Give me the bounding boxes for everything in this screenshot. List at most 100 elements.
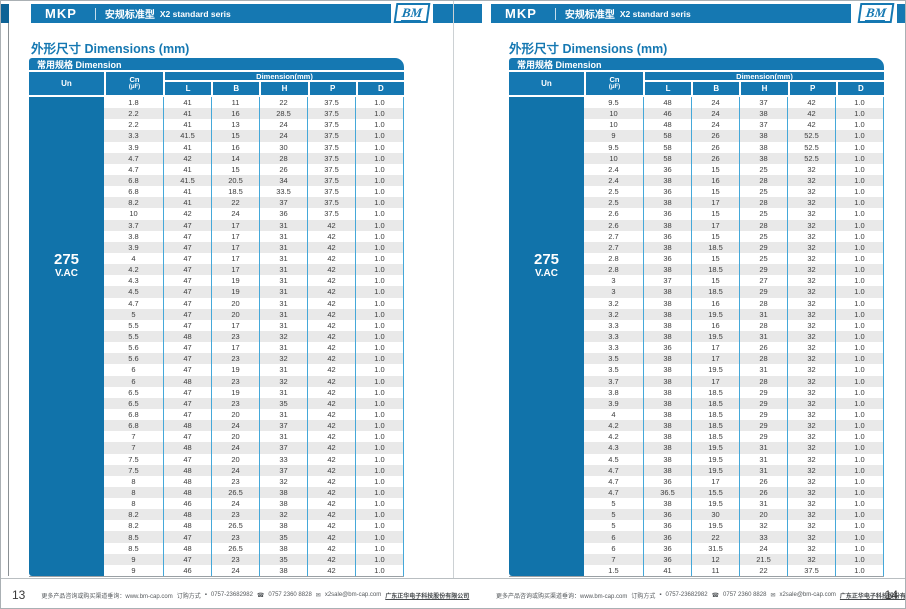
table-cell: 37 xyxy=(739,119,787,131)
table-cell: 5 xyxy=(611,499,616,509)
table-row: 10 42 24 36 37.5 1.0 xyxy=(104,208,403,220)
table-cell: 4 xyxy=(611,410,616,419)
table-cell: 32 xyxy=(787,520,835,532)
table-cell: 25 xyxy=(739,208,787,220)
table-cell: 32 xyxy=(787,174,835,187)
table-cell: 18.5 xyxy=(691,420,739,432)
table-cell: 38 xyxy=(643,330,691,343)
table-cell: 1.0 xyxy=(355,119,403,131)
table-cell: 5.6 xyxy=(128,354,139,364)
footer-tel: 0757 2360 8828 xyxy=(268,592,312,598)
footer-info: 更多产品咨询或购买渠道垂询：www.bm-cap.com xyxy=(496,593,628,600)
table-cell: 47 xyxy=(163,453,211,465)
table-cell: 1.0 xyxy=(835,509,883,521)
table-cell: 1.0 xyxy=(835,130,883,142)
table-cell: 32 xyxy=(787,475,835,487)
table-cell: 19.5 xyxy=(691,464,739,476)
table-cell: 1.0 xyxy=(355,97,403,109)
table-cell: 9 xyxy=(611,131,616,141)
table-cell: 38 xyxy=(739,152,787,164)
table-cell: 15 xyxy=(691,163,739,175)
column-group-dimension: Dimension(mm) L B H P D xyxy=(643,72,884,95)
series-label: MKP xyxy=(505,6,537,21)
table-cell: 24 xyxy=(259,119,307,131)
table-cell: 36 xyxy=(643,531,691,543)
table-cell: 26 xyxy=(691,152,739,164)
footer-info: 更多产品咨询或购买渠道垂询：www.bm-cap.com xyxy=(41,593,173,600)
table-row: 5 38 19.5 31 32 1.0 xyxy=(584,498,883,510)
table-cell: 1.0 xyxy=(355,141,403,153)
email-icon: ✉ xyxy=(770,592,776,599)
table-row: 4.7 38 19.5 31 32 1.0 xyxy=(584,464,883,476)
table-cell: 23 xyxy=(211,509,259,521)
table-cell: 37.5 xyxy=(787,564,835,577)
table-cell: 42 xyxy=(307,475,355,487)
table-cell: 14 xyxy=(211,152,259,164)
table-cell: 3.7 xyxy=(128,220,139,230)
table-cell: 58 xyxy=(643,152,691,164)
footer-email: x2sale@bm-cap.com xyxy=(324,592,382,598)
table-cell: 47 xyxy=(163,275,211,287)
table-cell: 1.0 xyxy=(355,208,403,220)
series-title-cn: 安规标准型 xyxy=(564,10,615,21)
table-cell: 31 xyxy=(259,342,307,354)
table-cell: 3.9 xyxy=(608,398,619,408)
table-cell: 48 xyxy=(163,520,211,532)
table-cell: 8.5 xyxy=(128,532,139,542)
table-cell: 32 xyxy=(787,252,835,265)
table-row: 2.2 41 16 28.5 37.5 1.0 xyxy=(104,108,403,120)
table-cell: 32 xyxy=(259,353,307,365)
table-cell: 1.0 xyxy=(355,509,403,521)
table-cell: 52.5 xyxy=(787,130,835,142)
table-cell: 37 xyxy=(259,420,307,432)
table-row: 7.5 47 20 33 42 1.0 xyxy=(104,453,403,465)
table-cell: 42 xyxy=(307,252,355,265)
table-cell: 36 xyxy=(643,252,691,265)
table-row: 6.5 47 19 31 42 1.0 xyxy=(104,386,403,398)
table-cell: 17 xyxy=(691,197,739,209)
table-cell: 38 xyxy=(643,397,691,409)
table-cell: 1.0 xyxy=(835,486,883,499)
table-cell: 1.0 xyxy=(835,241,883,253)
table-cell: 42 xyxy=(163,152,211,164)
table-cell: 23 xyxy=(211,375,259,387)
table-cell: 42 xyxy=(307,286,355,298)
table-cell: 7.5 xyxy=(128,454,139,464)
table-cell: 1.0 xyxy=(355,397,403,409)
table-cell: 32 xyxy=(787,241,835,253)
table-row: 3.3 41.5 15 24 37.5 1.0 xyxy=(104,130,403,142)
table-row: 5 36 19.5 32 32 1.0 xyxy=(584,520,883,532)
table-cell: 32 xyxy=(739,520,787,532)
dimensions-table: 常用规格 Dimension Un Cn (μF) Dimension(mm) … xyxy=(509,58,884,577)
table-row: 7 48 24 37 42 1.0 xyxy=(104,442,403,454)
header-bar: MKP 安规标准型 X2 standard seris xyxy=(31,4,391,23)
series-label: MKP xyxy=(45,6,77,21)
table-cell: 8.2 xyxy=(128,521,139,531)
table-cell: 1.5 xyxy=(608,565,619,575)
table-cell: 26.5 xyxy=(211,520,259,532)
table-row: 6 47 19 31 42 1.0 xyxy=(104,364,403,376)
table-cell: 6.5 xyxy=(128,387,139,397)
table-cell: 20 xyxy=(211,408,259,421)
table-cell: 31 xyxy=(259,241,307,253)
table-cell: 48 xyxy=(163,464,211,476)
table-cell: 15 xyxy=(211,130,259,142)
table-cell: 20.5 xyxy=(211,174,259,187)
table-cell: 18.5 xyxy=(691,408,739,421)
table-cell: 32 xyxy=(787,509,835,521)
table-cell: 3.9 xyxy=(128,242,139,252)
table-cell: 36 xyxy=(643,342,691,354)
table-caption: 常用规格 Dimension xyxy=(509,58,884,72)
table-cell: 42 xyxy=(307,308,355,320)
table-row: 3.3 38 19.5 31 32 1.0 xyxy=(584,330,883,343)
table-cell: 11 xyxy=(691,564,739,577)
table-cell: 32 xyxy=(787,208,835,220)
series-title-cn: 安规标准型 xyxy=(104,10,155,21)
table-cell: 47 xyxy=(163,531,211,543)
table-cell: 19.5 xyxy=(691,308,739,320)
table-cell: 38 xyxy=(643,464,691,476)
table-row: 2.6 38 17 28 32 1.0 xyxy=(584,219,883,231)
table-cell: 4.7 xyxy=(608,465,619,475)
table-body: 275 V.AC 9.5 48 24 37 42 1.0 10 46 24 38 42 1.0 10 48… xyxy=(509,97,884,577)
